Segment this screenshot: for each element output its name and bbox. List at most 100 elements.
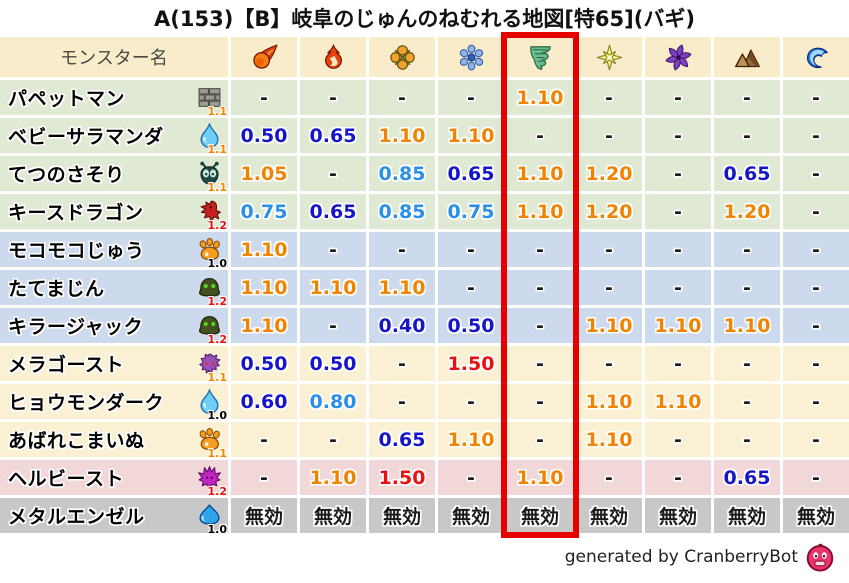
- monster-multiplier: 1.2: [207, 219, 228, 233]
- element-column-header: [300, 37, 366, 78]
- resist-value-cell: -: [783, 460, 849, 496]
- monster-name-cell: ヘルビースト 1.2: [0, 460, 228, 497]
- resist-value-cell: 0.60: [231, 384, 297, 420]
- monster-name: たてまじん: [8, 278, 105, 301]
- resist-value-cell: 0.50: [231, 118, 297, 154]
- resist-value-cell: -: [783, 156, 849, 192]
- resist-value-cell: 1.10: [231, 270, 297, 306]
- resist-value-cell: -: [714, 384, 780, 420]
- resist-value-cell: 0.50: [300, 346, 366, 382]
- monster-name: キラージャック: [8, 316, 144, 339]
- resist-value-cell: 1.10: [231, 308, 297, 344]
- golem-icon: 1.2: [197, 275, 227, 307]
- resist-value-cell: -: [300, 80, 366, 116]
- snowflake-icon: [458, 44, 485, 71]
- demon-icon: 1.2: [197, 465, 227, 497]
- resist-value-cell: -: [438, 384, 504, 420]
- resist-value-cell: 1.10: [576, 422, 642, 458]
- resist-value-cell: -: [783, 118, 849, 154]
- footer: generated by CranberryBot: [0, 533, 849, 572]
- monster-name-cell: あばれこまいぬ 1.1: [0, 422, 228, 459]
- resist-value-cell: 1.20: [576, 194, 642, 230]
- wave-icon: [803, 44, 830, 71]
- resist-value-cell: -: [645, 232, 711, 268]
- resist-value-cell: 1.10: [507, 460, 573, 496]
- resist-value-cell: -: [645, 118, 711, 154]
- resist-value-cell: -: [576, 460, 642, 496]
- resist-value-cell: 無効: [576, 498, 642, 534]
- monster-name-cell: ヒョウモンダーク 1.0: [0, 384, 228, 421]
- resist-value-cell: -: [438, 270, 504, 306]
- monster-name-cell: キラージャック 1.2: [0, 308, 228, 345]
- resist-value-cell: -: [783, 308, 849, 344]
- element-column-header: [231, 37, 297, 78]
- resist-value-cell: -: [369, 232, 435, 268]
- resist-value-cell: -: [438, 80, 504, 116]
- monster-name-cell: ベビーサラマンダ 1.1: [0, 118, 228, 157]
- element-column-header: [438, 37, 504, 78]
- resist-value-cell: 1.20: [576, 156, 642, 192]
- resist-value-cell: 無効: [231, 498, 297, 534]
- resist-value-cell: -: [369, 384, 435, 420]
- resist-value-cell: 0.50: [231, 346, 297, 382]
- monster-name-cell: メラゴースト 1.1: [0, 346, 228, 383]
- monster-multiplier: 1.2: [207, 485, 228, 499]
- resist-value-cell: 無効: [369, 498, 435, 534]
- resist-value-cell: 無効: [438, 498, 504, 534]
- resist-value-cell: 1.05: [231, 156, 297, 192]
- resist-value-cell: 無効: [714, 498, 780, 534]
- resist-value-cell: -: [507, 270, 573, 306]
- fireball-icon: [251, 43, 278, 71]
- resist-value-cell: 0.80: [300, 384, 366, 420]
- resist-value-cell: 1.50: [438, 346, 504, 382]
- resist-value-cell: 無効: [507, 498, 573, 534]
- resist-value-cell: -: [645, 194, 711, 230]
- cranberry-bot-icon: [805, 542, 835, 572]
- monster-name-cell: パペットマン 1.1: [0, 80, 228, 117]
- resist-value-cell: -: [369, 346, 435, 382]
- insect-icon: 1.1: [197, 161, 227, 193]
- monster-name: メタルエンゼル: [8, 506, 145, 529]
- resist-value-cell: 1.10: [231, 232, 297, 268]
- resist-value-cell: -: [231, 422, 297, 458]
- monster-multiplier: 1.2: [207, 295, 228, 309]
- tornado-icon: [527, 44, 554, 71]
- resist-value-cell: 1.10: [369, 118, 435, 154]
- resist-value-cell: -: [231, 460, 297, 496]
- element-column-header: [507, 37, 573, 78]
- resist-value-cell: -: [645, 422, 711, 458]
- resist-value-cell: 0.40: [369, 308, 435, 344]
- resist-value-cell: 1.10: [300, 270, 366, 306]
- starburst-icon: [596, 44, 623, 71]
- paw-icon: 1.1: [197, 427, 227, 459]
- resist-value-cell: -: [300, 308, 366, 344]
- monster-name: ベビーサラマンダ: [8, 126, 164, 149]
- resist-value-cell: -: [369, 80, 435, 116]
- paw-icon: 1.0: [197, 237, 227, 269]
- monster-name: あばれこまいぬ: [8, 430, 145, 453]
- monster-name: ヘルビースト: [8, 468, 125, 491]
- resist-value-cell: 1.10: [300, 460, 366, 496]
- ghost-icon: 1.1: [197, 351, 227, 383]
- resist-value-cell: 無効: [783, 498, 849, 534]
- resist-value-cell: 0.65: [438, 156, 504, 192]
- monster-multiplier: 1.1: [207, 181, 228, 195]
- resist-value-cell: -: [576, 80, 642, 116]
- golem-icon: 1.2: [197, 313, 227, 345]
- monster-multiplier: 1.2: [207, 333, 228, 347]
- monster-name: キースドラゴン: [8, 202, 144, 225]
- monster-multiplier: 1.1: [207, 143, 228, 157]
- element-column-header: [369, 37, 435, 78]
- resist-value-cell: 無効: [300, 498, 366, 534]
- monster-name-header: モンスター名: [0, 37, 228, 78]
- resist-value-cell: 1.10: [507, 194, 573, 230]
- resist-value-cell: -: [507, 118, 573, 154]
- resist-value-cell: -: [300, 232, 366, 268]
- resist-value-cell: 0.65: [300, 194, 366, 230]
- monster-multiplier: 1.0: [207, 523, 228, 537]
- resist-value-cell: -: [231, 80, 297, 116]
- resist-value-cell: -: [645, 80, 711, 116]
- monster-name: パペットマン: [8, 88, 126, 111]
- resist-value-cell: -: [576, 270, 642, 306]
